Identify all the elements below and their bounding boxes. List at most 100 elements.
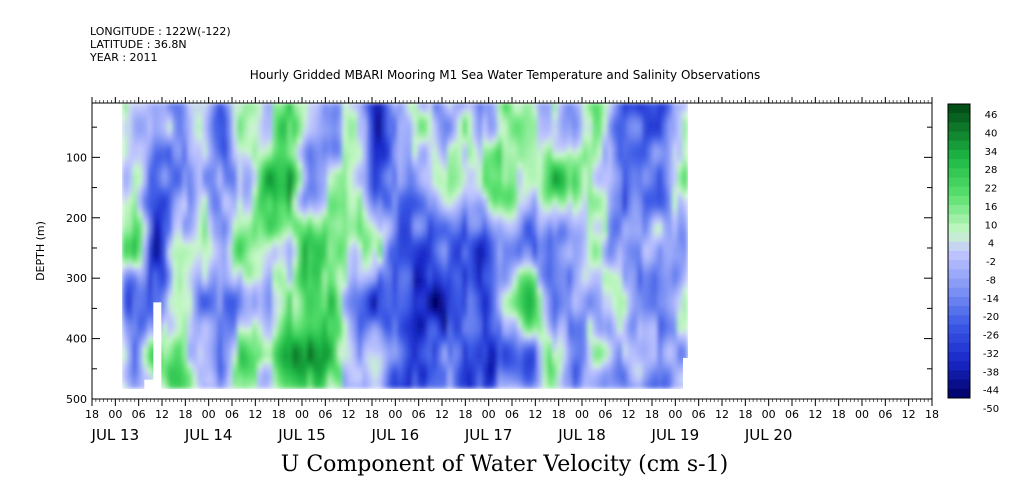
x-tick-label: 00 [202, 408, 216, 421]
x-tick-label: 06 [598, 408, 612, 421]
colorbar-label: 16 [985, 202, 998, 213]
velocity-field [122, 103, 688, 389]
y-tick-label: 300 [66, 272, 87, 285]
colorbar-swatch [948, 131, 970, 142]
colorbar-label: -44 [983, 386, 999, 397]
colorbar-frame [947, 103, 971, 399]
colorbar-swatch [948, 361, 970, 371]
colorbar-label: 40 [985, 128, 998, 139]
x-tick-label: 06 [132, 408, 146, 421]
x-tick-label: 06 [505, 408, 519, 421]
x-tick-label: 06 [878, 408, 892, 421]
x-tick-label: 06 [412, 408, 426, 421]
colorbar-swatch [948, 251, 970, 261]
x-date-label: JUL 16 [371, 426, 420, 444]
colorbar-swatch [948, 205, 970, 215]
x-tick-label: 00 [482, 408, 496, 421]
colorbar-swatch [948, 260, 970, 270]
x-tick-label: 06 [318, 408, 332, 421]
colorbar-swatch [948, 296, 970, 307]
missing-data-gap [683, 357, 763, 399]
y-tick-label: 500 [66, 393, 87, 406]
x-tick-label: 12 [808, 408, 822, 421]
x-date-label: JUL 19 [651, 426, 700, 444]
colorbar-swatch [948, 186, 970, 197]
colorbar-swatch [948, 315, 970, 325]
colorbar-swatch [948, 269, 970, 279]
colorbar-label: -26 [983, 331, 999, 342]
colorbar-label: 22 [985, 184, 998, 195]
missing-data-gap [153, 302, 162, 399]
x-tick-label: 12 [715, 408, 729, 421]
colorbar-swatch [948, 159, 970, 169]
x-date-label: JUL 17 [464, 426, 513, 444]
colorbar-label: -38 [983, 367, 999, 378]
y-tick-label: 200 [66, 212, 87, 225]
colorbar-swatch [948, 223, 970, 234]
y-axis-label: DEPTH (m) [34, 221, 47, 281]
colorbar-swatch [948, 287, 970, 298]
x-tick-label: 18 [832, 408, 846, 421]
x-tick-label: 00 [575, 408, 589, 421]
colorbar-swatch [948, 195, 970, 206]
x-date-label: JUL 14 [184, 426, 233, 444]
x-tick-label: 18 [552, 408, 566, 421]
colorbar-swatch [948, 140, 970, 151]
colorbar-swatch [948, 306, 970, 316]
colorbar-label: -20 [983, 312, 999, 323]
colorbar-swatch [948, 370, 970, 381]
x-tick-label: 06 [785, 408, 799, 421]
x-tick-label: 12 [248, 408, 262, 421]
x-tick-label: 12 [622, 408, 636, 421]
colorbar-swatch [948, 241, 970, 252]
x-tick-label: 00 [855, 408, 869, 421]
colorbar-label: 28 [985, 165, 998, 176]
colorbar-swatch [948, 333, 970, 344]
x-tick-label: 12 [435, 408, 449, 421]
colorbar-label: -14 [983, 294, 999, 305]
colorbar-swatch [948, 122, 970, 132]
colorbar-swatch [948, 342, 970, 353]
colorbar-label: -50 [983, 404, 999, 415]
colorbar-swatch [948, 278, 970, 289]
colorbar-swatch [948, 168, 970, 178]
latitude-label: LATITUDE : 36.8N [90, 38, 187, 51]
colorbar-label: 34 [985, 147, 998, 158]
x-tick-label: 18 [85, 408, 99, 421]
x-tick-label: 00 [762, 408, 776, 421]
x-date-label: JUL 13 [91, 426, 140, 444]
colorbar-swatch [948, 177, 970, 188]
colorbar-swatch [948, 214, 970, 224]
x-tick-label: 12 [342, 408, 356, 421]
x-tick-label: 18 [365, 408, 379, 421]
x-tick-label: 18 [925, 408, 939, 421]
colorbar-swatch [948, 104, 970, 114]
x-tick-label: 18 [458, 408, 472, 421]
x-date-label: JUL 20 [744, 426, 793, 444]
year-label: YEAR : 2011 [90, 51, 158, 64]
colorbar-swatch [948, 352, 970, 362]
y-tick-label: 400 [66, 333, 87, 346]
x-tick-label: 18 [645, 408, 659, 421]
variable-title: U Component of Water Velocity (cm s-1) [280, 452, 729, 477]
colorbar-label: 46 [985, 110, 998, 121]
x-tick-label: 00 [388, 408, 402, 421]
colorbar-swatch [948, 324, 970, 335]
colorbar-label: -32 [983, 349, 999, 360]
colorbar-swatch [948, 379, 970, 390]
x-tick-label: 12 [155, 408, 169, 421]
x-date-label: JUL 18 [557, 426, 606, 444]
x-tick-label: 18 [272, 408, 286, 421]
x-tick-label: 00 [295, 408, 309, 421]
colorbar-swatch [948, 149, 970, 160]
colorbar-swatch [948, 232, 970, 243]
x-tick-label: 18 [738, 408, 752, 421]
chart-title: Hourly Gridded MBARI Mooring M1 Sea Wate… [249, 68, 761, 82]
x-tick-label: 12 [528, 408, 542, 421]
y-tick-label: 100 [66, 151, 87, 164]
colorbar-label: 4 [988, 239, 994, 250]
x-tick-label: 06 [225, 408, 239, 421]
colorbar-label: -8 [986, 275, 996, 286]
